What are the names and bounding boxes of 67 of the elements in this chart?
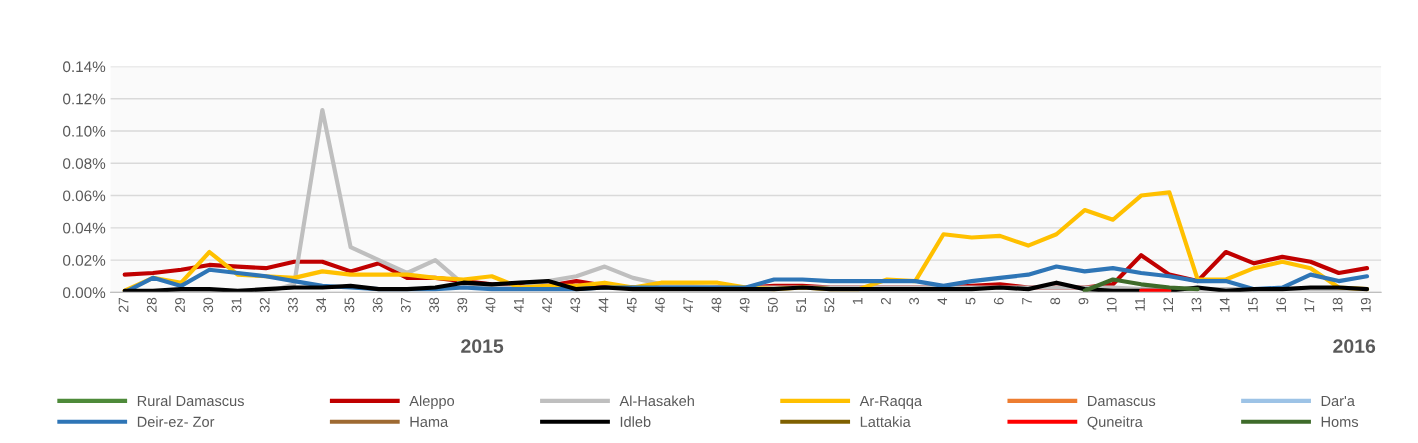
x-tick-label: 45 xyxy=(626,297,637,313)
x-tick-label: 42 xyxy=(542,297,552,313)
x-tick-label: 16 xyxy=(1276,297,1287,312)
legend-label: Homs xyxy=(1321,416,1359,427)
x-tick-label: 9 xyxy=(1078,297,1089,305)
y-tick-label: 0.12% xyxy=(63,93,106,105)
x-tick-label: 13 xyxy=(1191,297,1202,312)
x-tick-label: 12 xyxy=(1163,297,1173,312)
text: 2016 xyxy=(1333,339,1376,353)
x-tick-label: 49 xyxy=(739,297,750,313)
y-tick-label: 0.06% xyxy=(63,190,106,202)
y-tick-label: 0.10% xyxy=(63,125,106,137)
x-tick-label: 27 xyxy=(118,297,129,312)
x-tick-label: 32 xyxy=(259,297,270,313)
x-tick-label: 40 xyxy=(485,297,496,313)
x-tick-label: 52 xyxy=(824,297,835,313)
x-tick-label: 8 xyxy=(1050,297,1061,305)
x-tick-label: 2 xyxy=(880,297,891,305)
x-tick-label: 6 xyxy=(993,297,1004,305)
x-tick-label: 29 xyxy=(175,297,185,312)
text: 2015 xyxy=(461,339,504,353)
x-tick-label: 18 xyxy=(1332,297,1343,312)
legend-label: Dar'a xyxy=(1321,395,1355,407)
x-tick-label: 14 xyxy=(1219,297,1230,312)
y-tick-label: 0.08% xyxy=(63,158,106,169)
x-tick-label: 43 xyxy=(570,297,581,313)
legend-label: Damascus xyxy=(1088,395,1156,407)
y-tick-label: 0.14% xyxy=(63,61,106,73)
y-tick-label: 0.00% xyxy=(63,287,106,299)
legend-label: Hama xyxy=(410,416,449,427)
legend-label: Idleb xyxy=(620,416,651,427)
x-tick-label: 31 xyxy=(231,297,242,313)
y-tick-label: 0.04% xyxy=(63,222,106,234)
x-tick-label: 48 xyxy=(711,297,722,313)
x-tick-label: 35 xyxy=(344,297,355,313)
x-tick-label: 5 xyxy=(965,297,976,305)
x-tick-label: 38 xyxy=(429,297,440,313)
legend-label: Quneitra xyxy=(1087,416,1143,430)
legend-label: Lattakia xyxy=(860,416,911,427)
x-tick-label: 4 xyxy=(937,297,948,305)
x-tick-label: 7 xyxy=(1022,297,1032,305)
x-tick-label: 3 xyxy=(909,297,919,305)
legend-label: Ar-Raqqa xyxy=(859,395,923,409)
x-tick-label: 50 xyxy=(768,297,778,313)
x-tick-label: 30 xyxy=(203,297,214,313)
legend-label: Aleppo xyxy=(409,395,455,409)
x-tick-label: 39 xyxy=(457,297,468,313)
x-tick-label: 10 xyxy=(1106,297,1117,312)
x-tick-label: 15 xyxy=(1248,297,1258,312)
legend-label: Deir-ez- Zor xyxy=(137,416,215,427)
x-tick-label: 46 xyxy=(655,297,665,313)
legend-label: Rural Damascus xyxy=(137,395,244,407)
x-tick-label: 19 xyxy=(1360,297,1371,312)
x-tick-label: 11 xyxy=(1135,297,1145,311)
x-tick-label: 47 xyxy=(683,297,693,313)
y-tick-label: 0.02% xyxy=(63,254,106,266)
x-tick-label: 36 xyxy=(372,297,383,313)
x-tick-label: 34 xyxy=(316,297,327,313)
x-tick-label: 51 xyxy=(796,297,807,313)
x-tick-label: 37 xyxy=(400,297,411,313)
x-tick-label: 28 xyxy=(146,297,157,312)
legend-label: Al-Hasakeh xyxy=(619,395,694,407)
x-tick-label: 33 xyxy=(288,297,298,313)
x-tick-label: 41 xyxy=(514,297,524,313)
x-tick-label: 44 xyxy=(598,297,609,313)
x-tick-label: 1 xyxy=(852,297,863,304)
x-tick-label: 17 xyxy=(1304,297,1315,312)
